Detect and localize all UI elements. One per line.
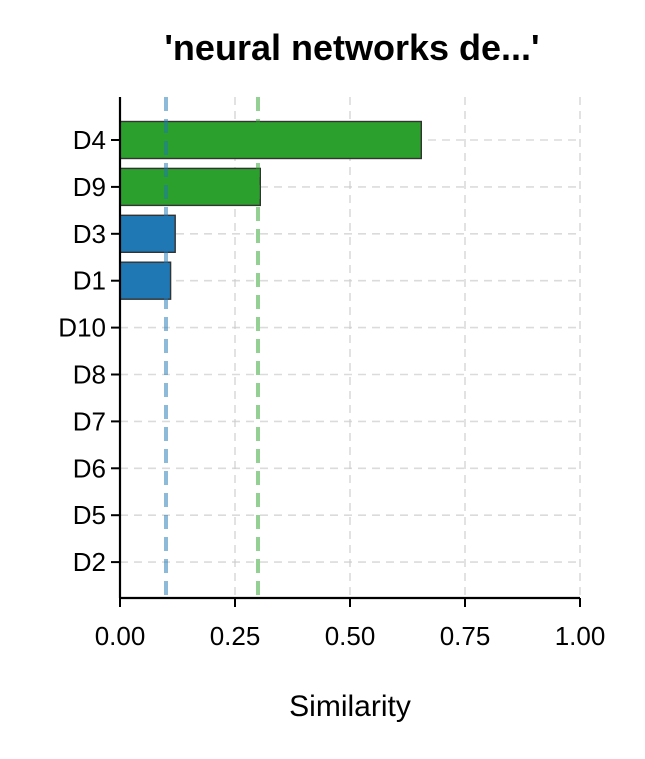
y-tick-label-D6: D6 (73, 453, 106, 483)
bar-D4 (119, 120, 422, 160)
bar-D9 (119, 167, 262, 207)
bars (119, 120, 422, 300)
y-tick-label-D9: D9 (73, 172, 106, 202)
y-tick-label-D4: D4 (73, 125, 106, 155)
y-tick-label-D10: D10 (58, 313, 106, 343)
x-tick-label-2: 0.50 (325, 621, 376, 651)
y-tick-label-D5: D5 (73, 500, 106, 530)
reference-lines (164, 97, 260, 598)
x-tick-label-3: 0.75 (440, 621, 491, 651)
x-tick-label-4: 1.00 (555, 621, 606, 651)
y-tick-label-D7: D7 (73, 406, 106, 436)
y-tick-label-D2: D2 (73, 547, 106, 577)
x-tick-label-1: 0.25 (210, 621, 261, 651)
bar-D1 (119, 261, 172, 300)
tick-labels: 0.00 0.25 0.50 0.75 1.00 D4 D9 D3 D1 D10 D8 D7 D6 D5 D… (58, 125, 605, 651)
x-axis-label: Similarity (289, 690, 411, 723)
y-tick-label-D1: D1 (73, 266, 106, 296)
y-tick-label-D3: D3 (73, 219, 106, 249)
x-tick-label-0: 0.00 (95, 621, 146, 651)
chart-title: 'neural networks de...' (164, 27, 539, 68)
y-tick-label-D8: D8 (73, 360, 106, 390)
